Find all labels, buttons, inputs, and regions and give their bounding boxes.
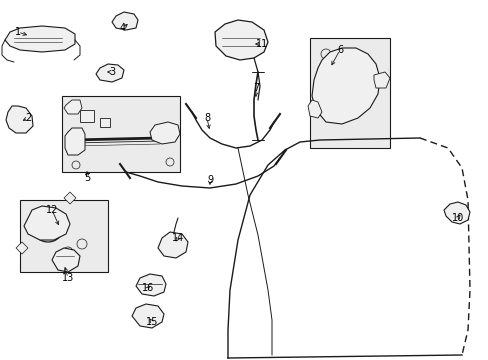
Text: 1: 1 <box>15 27 21 37</box>
Polygon shape <box>215 20 267 60</box>
Text: 10: 10 <box>451 213 463 223</box>
Text: 13: 13 <box>62 273 74 283</box>
Polygon shape <box>150 122 180 144</box>
Polygon shape <box>64 100 82 114</box>
Polygon shape <box>112 12 138 30</box>
Polygon shape <box>373 72 389 88</box>
Polygon shape <box>311 48 379 124</box>
Polygon shape <box>64 192 76 204</box>
Polygon shape <box>96 64 124 82</box>
Text: 16: 16 <box>142 283 154 293</box>
Text: 7: 7 <box>252 83 259 93</box>
Text: 2: 2 <box>25 113 31 123</box>
Polygon shape <box>136 274 165 296</box>
Bar <box>62 96 180 172</box>
Polygon shape <box>16 242 28 254</box>
Text: 5: 5 <box>84 173 90 183</box>
Text: 3: 3 <box>109 67 115 77</box>
Text: 11: 11 <box>255 39 267 49</box>
Bar <box>309 38 389 148</box>
Bar <box>80 110 94 122</box>
Polygon shape <box>158 232 187 258</box>
Text: 9: 9 <box>206 175 213 185</box>
Text: 15: 15 <box>145 317 158 327</box>
Polygon shape <box>52 248 80 272</box>
Polygon shape <box>307 100 321 118</box>
Polygon shape <box>443 202 469 224</box>
Text: 4: 4 <box>120 23 126 33</box>
Text: 12: 12 <box>46 205 58 215</box>
Text: 8: 8 <box>203 113 210 123</box>
Polygon shape <box>24 206 70 240</box>
Text: 14: 14 <box>171 233 184 243</box>
Polygon shape <box>65 128 85 155</box>
Bar <box>100 118 110 127</box>
Polygon shape <box>5 26 75 52</box>
Bar <box>20 200 108 272</box>
Polygon shape <box>132 304 163 328</box>
Text: 6: 6 <box>336 45 343 55</box>
Polygon shape <box>6 106 33 133</box>
